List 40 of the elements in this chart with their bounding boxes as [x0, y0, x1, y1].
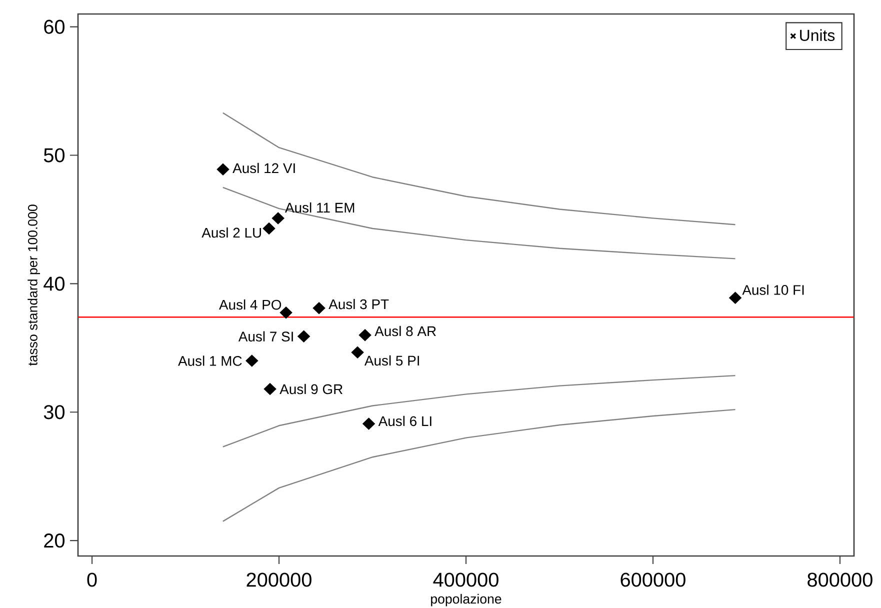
y-axis-title: tasso standard per 100.000 — [28, 204, 40, 366]
point — [312, 302, 326, 314]
legend-label: Units — [800, 29, 835, 41]
line-series — [222, 408, 736, 522]
point — [362, 418, 376, 430]
x-tick-label: 200000 — [246, 572, 312, 587]
point — [272, 212, 284, 224]
y-tick-label: 40 — [44, 276, 65, 291]
line-series — [222, 112, 736, 226]
point — [264, 383, 276, 396]
point — [280, 306, 292, 319]
annotation: Ausl 4 PO — [219, 299, 282, 310]
annotation: Ausl 6 LI — [378, 416, 432, 426]
x-tick-label: 600000 — [620, 572, 686, 587]
annotation: Ausl 5 PI — [364, 355, 419, 366]
point — [358, 329, 372, 342]
point — [351, 346, 364, 358]
annotation: Ausl 3 PT — [328, 298, 389, 310]
annotation: Ausl 7 SI — [238, 331, 293, 342]
x-axis-title: popolazione — [431, 594, 502, 606]
y-tick-label: 20 — [44, 534, 65, 548]
x-tick-label: 800000 — [808, 572, 872, 587]
x-tick-label: 0 — [87, 572, 97, 587]
point — [216, 163, 230, 176]
y-tick-label: 60 — [44, 20, 65, 34]
annotation: Ausl 2 LU — [202, 227, 262, 238]
annotation: Ausl 1 MC — [178, 356, 242, 366]
annotation: Ausl 9 GR — [280, 384, 342, 394]
point — [246, 354, 258, 367]
y-tick-label: 50 — [44, 148, 65, 162]
point — [729, 292, 742, 304]
y-tick-label: 30 — [44, 405, 65, 420]
point — [298, 330, 310, 342]
annotation: Ausl 12 VI — [232, 162, 295, 174]
annotation: Ausl 11 EM — [285, 202, 354, 213]
x-tick-label: 400000 — [433, 572, 498, 587]
line-series — [222, 374, 736, 448]
annotation: Ausl 10 FI — [742, 284, 804, 295]
point — [262, 222, 276, 235]
annotation: Ausl 8 AR — [374, 326, 436, 336]
